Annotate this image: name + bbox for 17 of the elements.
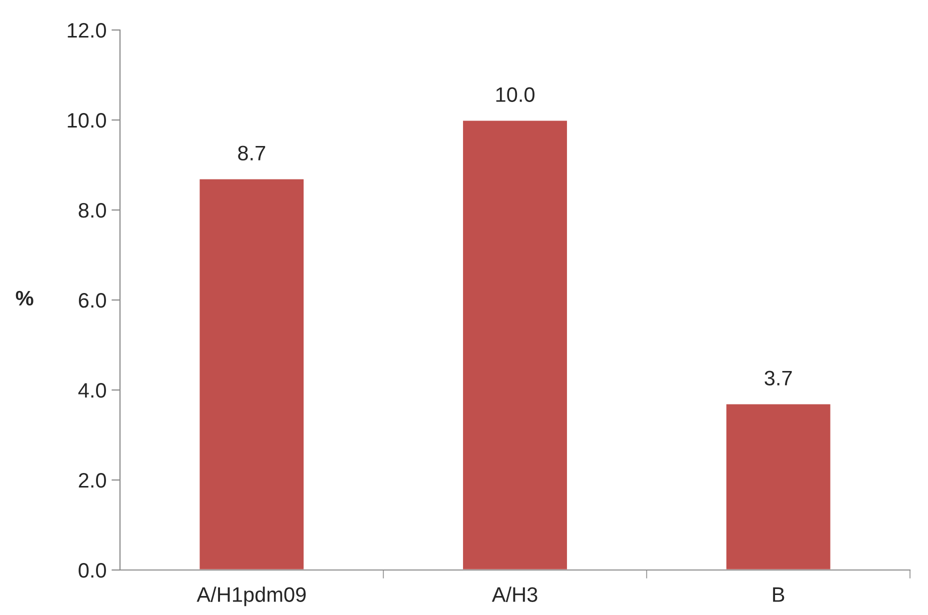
x-tick-label: A/H3 — [492, 586, 538, 602]
y-tick-label: 0.0 — [78, 563, 106, 578]
y-tick-label: 12.0 — [68, 23, 106, 38]
x-tick-label: B — [773, 587, 784, 602]
x-tick-label: A/H1pdm09 — [196, 586, 306, 606]
bar — [198, 178, 306, 570]
data-label: 8.7 — [238, 146, 266, 160]
bar — [462, 119, 568, 570]
data-label: 3.7 — [764, 370, 792, 386]
y-tick-label: 6.0 — [78, 293, 106, 308]
y-tick-label: 8.0 — [78, 203, 106, 218]
y-tick-label: 10.0 — [68, 113, 106, 128]
data-label: 10.0 — [496, 87, 534, 102]
y-axis-title: % — [16, 290, 34, 306]
bar — [724, 402, 832, 570]
y-tick-label: 4.0 — [78, 383, 106, 398]
y-tick-label: 2.0 — [78, 473, 106, 488]
